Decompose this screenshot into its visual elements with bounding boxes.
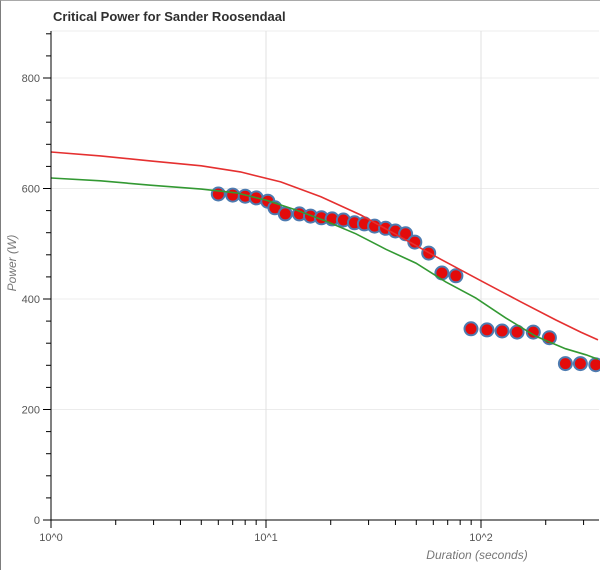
data-point bbox=[463, 321, 479, 337]
x-tick-label: 10^0 bbox=[39, 532, 63, 544]
data-point bbox=[225, 187, 241, 203]
y-tick-label: 800 bbox=[22, 73, 40, 85]
y-tick-label: 400 bbox=[22, 294, 40, 306]
data-point bbox=[448, 268, 464, 284]
model-curve-green bbox=[50, 177, 599, 360]
model-curve-red bbox=[50, 151, 599, 341]
data-point bbox=[277, 206, 293, 222]
y-tick-label: 200 bbox=[22, 405, 40, 417]
data-point bbox=[479, 322, 495, 338]
data-point bbox=[572, 356, 588, 372]
x-tick-label: 10^2 bbox=[469, 532, 493, 544]
data-point bbox=[588, 357, 600, 373]
x-tick-label: 10^1 bbox=[254, 532, 278, 544]
y-tick-label: 600 bbox=[22, 184, 40, 196]
y-tick-label: 0 bbox=[34, 515, 40, 527]
data-point bbox=[557, 356, 573, 372]
data-point bbox=[525, 324, 541, 340]
x-axis-title: Duration (seconds) bbox=[426, 548, 528, 562]
data-point bbox=[434, 265, 450, 281]
chart-title: Critical Power for Sander Roosendaal bbox=[53, 9, 286, 24]
data-point bbox=[494, 323, 510, 339]
data-point bbox=[210, 186, 226, 202]
